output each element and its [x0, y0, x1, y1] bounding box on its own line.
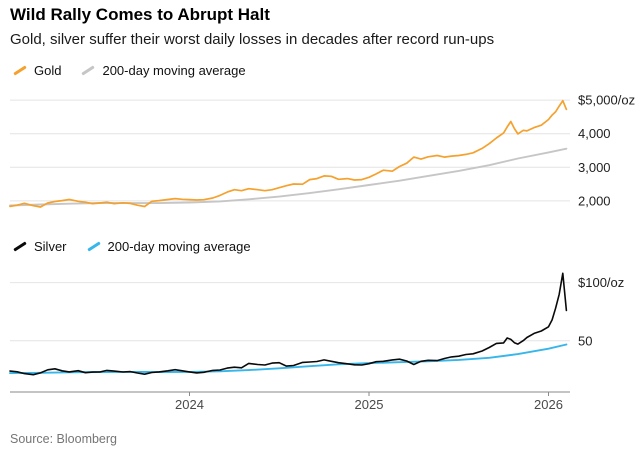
- legend-item-silver-moving-average: 200-day moving average: [86, 239, 251, 254]
- silver-price-chart: $100/oz 50 2024 2025 2026: [9, 272, 624, 412]
- y-tick-label: 2,000: [578, 193, 611, 208]
- source-note: Source: Bloomberg: [10, 432, 118, 446]
- page-title: Wild Rally Comes to Abrupt Halt: [10, 5, 270, 24]
- series-line-silver: [9, 272, 568, 376]
- legend-label-silver-moving-average: 200-day moving average: [107, 239, 251, 254]
- y-tick-label: $5,000/oz: [578, 93, 635, 108]
- y-tick-label: 4,000: [578, 126, 611, 141]
- legend-item-silver: Silver: [13, 239, 67, 254]
- y-tick-label: 3,000: [578, 160, 611, 175]
- y-tick-label: $100/oz: [578, 275, 624, 290]
- silver-legend: Silver 200-day moving average: [13, 239, 251, 254]
- legend-item-gold-moving-average: 200-day moving average: [81, 63, 246, 78]
- gold-price-chart: $5,000/oz 4,000 3,000 2,000: [9, 93, 635, 208]
- legend-item-gold: Gold: [13, 63, 61, 78]
- gold-legend: Gold 200-day moving average: [13, 63, 246, 78]
- series-line-200-day-moving-average: [9, 343, 568, 375]
- gold-line-swatch-icon: [13, 65, 27, 76]
- gold-ma-line-swatch-icon: [81, 65, 96, 76]
- silver-ma-line-swatch-icon: [86, 241, 101, 252]
- legend-label-silver: Silver: [34, 239, 67, 254]
- x-tick-label: 2025: [355, 397, 384, 412]
- legend-label-gold-moving-average: 200-day moving average: [102, 63, 246, 78]
- y-tick-label: 50: [578, 333, 592, 348]
- x-tick-label: 2024: [175, 397, 204, 412]
- series-line-gold: [9, 99, 568, 208]
- silver-line-swatch-icon: [13, 241, 27, 252]
- chart-subtitle: Gold, silver suffer their worst daily lo…: [10, 31, 495, 48]
- x-tick-label: 2026: [534, 397, 563, 412]
- series-line-200-day-moving-average: [9, 147, 568, 207]
- legend-label-gold: Gold: [34, 63, 62, 78]
